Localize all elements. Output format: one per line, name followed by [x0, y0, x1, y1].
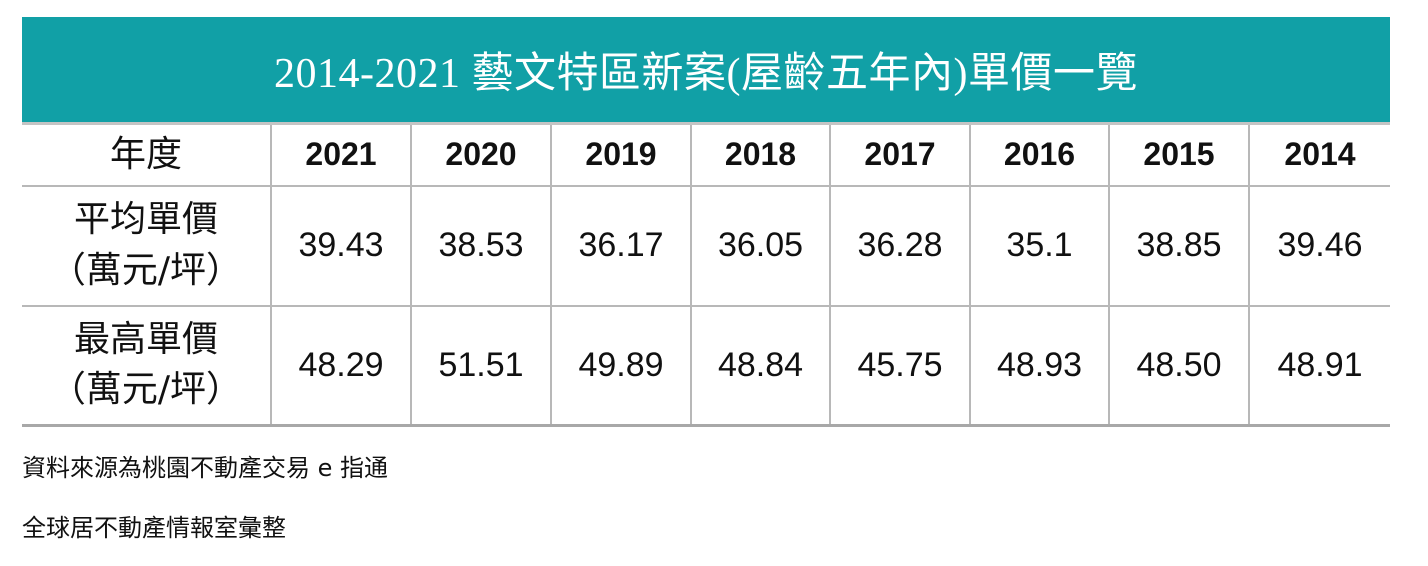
max-price-cell: 45.75 [830, 305, 971, 427]
max-price-cell: 48.91 [1249, 305, 1390, 427]
row-label-unit: （萬元/坪） [49, 249, 243, 291]
compiled-by-note: 全球居不動產情報室彙整 [22, 514, 286, 542]
price-table: 年度 2021 2020 2019 2018 2017 2016 2015 20… [22, 122, 1390, 427]
year-header-cell: 2015 [1109, 122, 1250, 187]
average-price-cell: 35.1 [970, 185, 1110, 307]
year-column-label: 年度 [22, 122, 272, 187]
source-note: 資料來源為桃園不動產交易 e 指通 [22, 454, 389, 482]
year-header-cell: 2017 [830, 122, 971, 187]
year-header-cell: 2020 [411, 122, 552, 187]
max-price-cell: 48.29 [271, 305, 412, 427]
max-price-label: 最高單價 （萬元/坪） [22, 305, 272, 427]
year-header-cell: 2016 [970, 122, 1110, 187]
year-header-cell: 2018 [691, 122, 831, 187]
average-price-cell: 36.05 [691, 185, 831, 307]
average-price-cell: 39.43 [271, 185, 412, 307]
max-price-cell: 48.93 [970, 305, 1110, 427]
year-header-cell: 2021 [271, 122, 412, 187]
max-price-cell: 48.84 [691, 305, 831, 427]
max-price-cell: 49.89 [551, 305, 692, 427]
average-price-cell: 36.17 [551, 185, 692, 307]
row-label-line: 平均單價 [73, 199, 218, 241]
year-header-cell: 2019 [551, 122, 692, 187]
average-price-cell: 38.85 [1109, 185, 1250, 307]
average-price-cell: 39.46 [1249, 185, 1390, 307]
year-header-row: 年度 2021 2020 2019 2018 2017 2016 2015 20… [22, 122, 1390, 187]
row-label-line: 最高單價 [73, 318, 218, 360]
max-price-row: 最高單價 （萬元/坪） 48.29 51.51 49.89 48.84 45.7… [22, 305, 1390, 427]
average-price-row: 平均單價 （萬元/坪） 39.43 38.53 36.17 36.05 36.2… [22, 185, 1390, 307]
average-price-cell: 38.53 [411, 185, 552, 307]
max-price-cell: 51.51 [411, 305, 552, 427]
year-header-cell: 2014 [1249, 122, 1390, 187]
row-label-unit: （萬元/坪） [49, 369, 243, 411]
max-price-cell: 48.50 [1109, 305, 1250, 427]
title-banner: 2014-2021 藝文特區新案(屋齡五年內)單價一覽 [22, 17, 1390, 122]
average-price-cell: 36.28 [830, 185, 971, 307]
average-price-label: 平均單價 （萬元/坪） [22, 185, 272, 307]
page-title: 2014-2021 藝文特區新案(屋齡五年內)單價一覽 [274, 51, 1138, 97]
